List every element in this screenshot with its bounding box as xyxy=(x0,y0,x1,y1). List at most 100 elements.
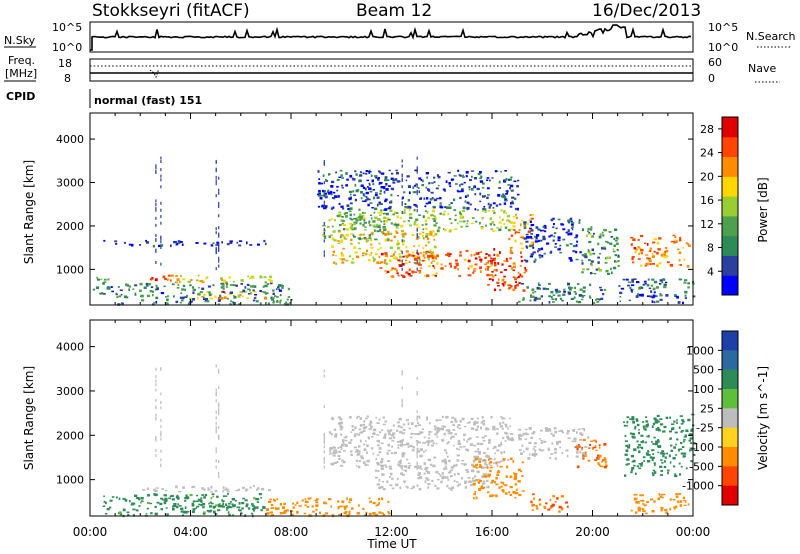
freq-right-tick-bottom: 0 xyxy=(708,72,715,85)
power-echo-region-11 xyxy=(487,248,528,292)
colorbar-swatch xyxy=(722,350,738,371)
colorbar-tick-label: -500 xyxy=(689,460,714,473)
colorbar-swatch xyxy=(722,136,738,158)
power-ylabel: Slant Range [km] xyxy=(22,160,36,264)
frequency-panel: Freq. [MHz] 18 8 60 0 Nave xyxy=(4,54,780,85)
velocity-echo-region-5 xyxy=(374,462,490,491)
cpid-label: CPID xyxy=(6,90,35,103)
colorbar-swatch xyxy=(722,196,738,217)
colorbar-swatch xyxy=(722,215,738,237)
power-echo-region-10 xyxy=(341,208,514,233)
power-echo-region-6 xyxy=(103,239,267,248)
velocity-echo-region-8 xyxy=(518,427,590,460)
xtick-label: 08:00 xyxy=(274,525,309,539)
colorbar-swatch xyxy=(722,331,738,351)
freq-left-tick-top: 18 xyxy=(58,57,72,70)
ytick-label: 4000 xyxy=(56,341,84,354)
power-echo-region-17 xyxy=(630,234,691,268)
colorbar-tick-label: 4 xyxy=(707,265,714,278)
power-colorbar: 4 8 12 16 20 24 28 xyxy=(700,116,739,296)
colorbar-tick-label: 28 xyxy=(700,123,714,136)
power-data xyxy=(92,156,696,306)
colorbar-tick-label: 12 xyxy=(700,218,714,231)
colorbar-tick-label: 20 xyxy=(700,170,714,183)
velocity-echo-region-4 xyxy=(328,415,514,469)
colorbar-tick-label: 8 xyxy=(707,242,714,255)
xtick-label: 04:00 xyxy=(173,525,208,539)
beam-title: Beam 12 xyxy=(356,1,432,21)
colorbar-swatch xyxy=(722,447,738,467)
noise-left-label: N.Sky xyxy=(4,34,36,47)
power-echo-region-1 xyxy=(96,276,110,285)
xtick-label: 12:00 xyxy=(374,525,409,539)
power-panel: 1000 2000 3000 4000 Slant Range [km] 4 8 12 16… xyxy=(22,112,770,306)
noise-right-tick-top: 10^5 xyxy=(708,21,738,34)
power-echo-region-14 xyxy=(523,217,582,263)
ytick-label: 1000 xyxy=(56,474,84,487)
ytick-label: 2000 xyxy=(56,429,84,442)
velocity-ylabel: Slant Range [km] xyxy=(22,366,36,470)
vertical-streaks xyxy=(155,364,418,478)
velocity-echo-region-10 xyxy=(623,413,696,478)
noise-panel: N.Sky 10^5 10^0 10^5 10^0 N.Search xyxy=(4,21,796,54)
ytick-label: 2000 xyxy=(56,220,84,233)
power-echo-region-15 xyxy=(518,282,607,304)
velocity-echo-region-1 xyxy=(102,493,266,518)
power-echo-region-2 xyxy=(149,274,180,282)
colorbar-tick-label: -100 xyxy=(689,441,714,454)
colorbar-tick-label: 25 xyxy=(700,402,714,415)
power-echo-region-9 xyxy=(379,249,500,278)
ytick-label: 1000 xyxy=(56,263,84,276)
power-echo-region-18 xyxy=(618,278,696,305)
freq-glitch xyxy=(149,69,161,79)
colorbar-swatch xyxy=(722,369,738,390)
cpid-mode: normal (fast) 151 xyxy=(94,94,202,107)
velocity-echo-region-7 xyxy=(530,493,569,513)
colorbar-tick-label: 500 xyxy=(693,364,714,377)
power-colorbar-label: Power [dB] xyxy=(756,177,770,242)
freq-left-tick-bottom: 8 xyxy=(64,72,71,85)
velocity-colorbar: 1000 500 100 25 -25 -100 -500 -1000 xyxy=(682,330,739,506)
velocity-echo-region-2 xyxy=(191,502,256,513)
nave-label: Nave xyxy=(748,62,776,75)
date-title: 16/Dec/2013 xyxy=(592,1,701,21)
colorbar-swatch xyxy=(722,466,738,487)
time-axis: 00:00 04:00 08:00 12:00 16:00 20:00 00:00 xyxy=(73,525,711,539)
colorbar-swatch xyxy=(722,255,738,276)
colorbar-tick-label: 24 xyxy=(700,147,714,160)
power-echo-region-0 xyxy=(92,286,114,295)
colorbar-swatch xyxy=(722,408,738,429)
power-echo-region-3 xyxy=(170,274,273,284)
freq-left-label-1: Freq. xyxy=(8,54,35,67)
colorbar-swatch xyxy=(722,485,738,506)
xtick-label: 00:00 xyxy=(73,525,108,539)
vertical-streaks xyxy=(155,156,418,271)
noise-left-tick-top: 10^5 xyxy=(52,21,82,34)
velocity-echo-region-3 xyxy=(265,497,391,518)
velocity-echo-region-0 xyxy=(142,485,271,493)
noise-left-tick-bottom: 10^0 xyxy=(52,41,82,54)
colorbar-tick-label: 100 xyxy=(693,383,714,396)
xtick-label: 20:00 xyxy=(575,525,610,539)
colorbar-swatch xyxy=(722,235,738,256)
ytick-label: 3000 xyxy=(56,177,84,190)
velocity-data xyxy=(102,364,696,518)
xtick-label: 00:00 xyxy=(676,525,711,539)
ytick-label: 3000 xyxy=(56,385,84,398)
velocity-panel: 1000 2000 3000 4000 Slant Range [km] 1000 50… xyxy=(22,319,770,518)
colorbar-swatch xyxy=(722,117,738,138)
colorbar-swatch xyxy=(722,275,738,296)
velocity-echo-region-11 xyxy=(630,493,690,515)
noise-right-label: N.Search xyxy=(746,30,796,43)
power-echo-region-16 xyxy=(581,226,620,275)
xlabel: Time UT xyxy=(366,537,417,551)
colorbar-tick-label: -1000 xyxy=(682,480,714,493)
station-title: Stokkseyri (fitACF) xyxy=(92,1,250,21)
colorbar-tick-label: -25 xyxy=(696,422,714,435)
freq-right-tick-top: 60 xyxy=(708,56,722,69)
colorbar-swatch xyxy=(722,156,738,177)
velocity-echo-region-9 xyxy=(575,438,608,469)
xtick-label: 16:00 xyxy=(475,525,510,539)
colorbar-swatch xyxy=(722,427,738,448)
